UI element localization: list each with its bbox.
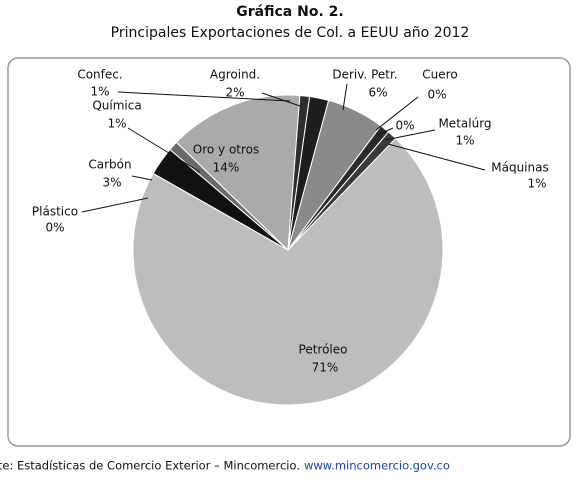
source-url[interactable]: www.mincomercio.gov.co [304, 459, 450, 473]
slice-label: Química [92, 99, 141, 113]
leader-line [131, 175, 153, 181]
slice-value: 1% [527, 177, 546, 191]
leader-line [384, 129, 436, 141]
pie-slice [132, 137, 444, 406]
slice-value: 1% [90, 85, 109, 99]
source: Fuente: Estadísticas de Comercio Exterio… [0, 459, 300, 473]
slice-value: 0% [45, 221, 64, 235]
slice-value: 2% [225, 86, 244, 100]
leader-line [375, 96, 419, 131]
slice-label: Carbón [88, 158, 131, 172]
slice-label: Confec. [77, 68, 122, 82]
chart-title: Gráfica No. 2. [236, 4, 343, 20]
leader-line [387, 143, 486, 171]
slice-label: Agroind. [210, 68, 260, 82]
slice-label: Máquinas [491, 161, 548, 175]
slice-label: Metalúrg [438, 117, 491, 131]
slice-value: 3% [102, 176, 121, 190]
chart-subtitle: Principales Exportaciones de Col. a EEUU… [111, 25, 470, 41]
leader-line [117, 91, 291, 102]
leader-line [342, 83, 348, 111]
slice-value: 14% [213, 161, 240, 175]
slice-label: Plástico [32, 205, 78, 219]
slice-value: 0% [395, 119, 414, 133]
slice-value: 1% [455, 134, 474, 148]
leader-line [379, 127, 394, 135]
slice-label: Deriv. Petr. [332, 68, 397, 82]
pie-slice [287, 94, 311, 251]
slice-value: 1% [107, 117, 126, 131]
slice-value: 6% [368, 86, 387, 100]
leader-line [127, 127, 201, 173]
pie-slice [175, 94, 301, 252]
slice-label: Oro y otros [193, 143, 260, 157]
slice-value: 0% [427, 88, 446, 102]
slice-value: 71% [312, 361, 339, 375]
leader-line [261, 92, 301, 107]
slice-label: Petróleo [299, 343, 348, 357]
slice-label: Cuero [422, 68, 457, 82]
leader-line [81, 197, 149, 213]
